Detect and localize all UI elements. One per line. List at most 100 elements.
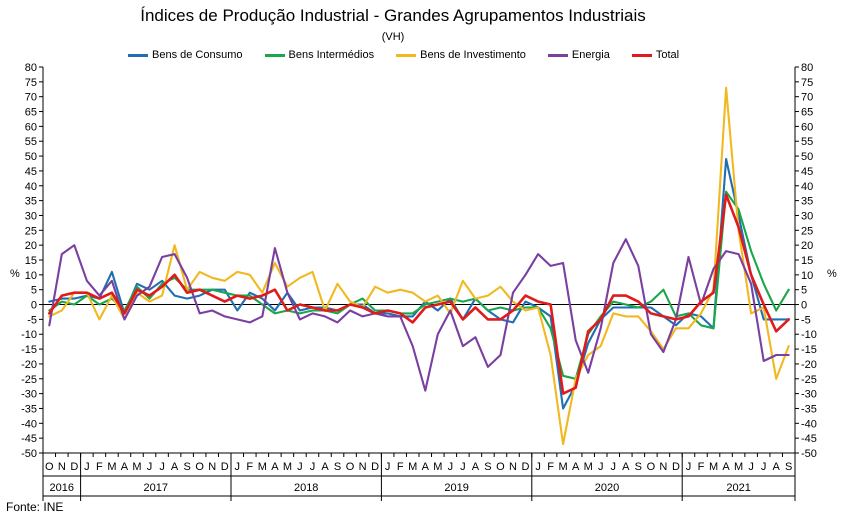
x-tick-label-month: J (147, 461, 153, 473)
x-tick-label-month: O (647, 461, 656, 473)
y-tick-label-left: -25 (21, 374, 37, 386)
y-tick-label-left: -35 (21, 403, 37, 415)
x-tick-label-month: A (321, 461, 329, 473)
legend-label-bens-de-investimento: Bens de Investimento (420, 49, 526, 61)
x-tick-label-month: J (460, 461, 466, 473)
x-tick-label-month: A (271, 461, 279, 473)
y-axis-unit-left: % (10, 268, 20, 280)
y-tick-label-right: 5 (801, 285, 807, 297)
series-line-total (47, 193, 791, 395)
legend-label-bens-intermedios: Bens Intermédios (288, 49, 375, 61)
x-tick-label-month: A (472, 461, 480, 473)
y-tick-label-right: 40 (801, 181, 813, 193)
y-tick-label-left: 30 (25, 210, 37, 222)
y-tick-label-right: -10 (801, 329, 817, 341)
x-tick-label-month: F (547, 461, 554, 473)
y-tick-label-left: -15 (21, 344, 37, 356)
y-tick-label-left: 55 (25, 136, 37, 148)
x-tick-label-month: D (522, 461, 530, 473)
x-tick-label-month: S (334, 461, 341, 473)
y-tick-label-right: 80 (801, 62, 813, 74)
y-tick-label-right: -20 (801, 359, 817, 371)
x-tick-label-month: A (773, 461, 781, 473)
y-tick-label-left: 0 (31, 300, 37, 312)
x-tick-label-month: D (221, 461, 229, 473)
x-tick-label-month: S (484, 461, 491, 473)
y-tick-label-right: 60 (801, 121, 813, 133)
x-tick-label-month: S (183, 461, 190, 473)
y-tick-label-right: 65 (801, 107, 813, 119)
y-tick-label-left: 10 (25, 270, 37, 282)
y-tick-label-left: -50 (21, 448, 37, 460)
y-tick-label-right: 35 (801, 196, 813, 208)
x-tick-label-month: J (84, 461, 90, 473)
y-tick-label-right: -15 (801, 344, 817, 356)
x-tick-label-month: N (58, 461, 66, 473)
x-tick-label-month: J (535, 461, 541, 473)
legend-label-energia: Energia (571, 49, 610, 61)
y-tick-label-left: 60 (25, 121, 37, 133)
y-tick-label-left: 40 (25, 181, 37, 193)
y-tick-label-left: 25 (25, 225, 37, 237)
x-tick-label-month: M (107, 461, 116, 473)
y-axis-unit-right: % (827, 268, 837, 280)
x-tick-label-month: J (761, 461, 767, 473)
legend-item-bens-intermedios: Bens Intermédios (264, 49, 375, 61)
x-tick-label-month: J (748, 461, 754, 473)
x-tick-label-month: D (70, 461, 78, 473)
y-tick-label-right: -40 (801, 418, 817, 430)
legend-swatch-bens-intermedios (264, 53, 285, 57)
x-tick-label-month: J (385, 461, 391, 473)
series-line-bens-de-investimento (48, 86, 790, 446)
y-tick-label-left: 20 (25, 240, 37, 252)
x-tick-label-year: 2021 (726, 482, 750, 494)
x-tick-label-month: J (297, 461, 303, 473)
x-tick-label-month: O (496, 461, 505, 473)
y-tick-label-right: -45 (801, 433, 817, 445)
x-tick-label-month: M (584, 461, 593, 473)
y-tick-label-right: -50 (801, 448, 817, 460)
x-tick-label-month: D (672, 461, 680, 473)
source-note: Fonte: INE (6, 500, 64, 514)
x-tick-label-month: A (722, 461, 730, 473)
x-tick-label-month: D (371, 461, 379, 473)
x-tick-label-month: J (235, 461, 241, 473)
x-tick-label-month: J (159, 461, 165, 473)
y-tick-label-left: 65 (25, 107, 37, 119)
y-tick-label-left: 15 (25, 255, 37, 267)
y-tick-label-left: 75 (25, 77, 37, 89)
y-tick-label-right: 20 (801, 240, 813, 252)
x-tick-label-month: S (635, 461, 642, 473)
x-tick-label-month: J (598, 461, 604, 473)
x-tick-label-month: M (433, 461, 442, 473)
x-tick-label-month: M (734, 461, 743, 473)
chart-title: Índices de Produção Industrial - Grandes… (140, 6, 646, 25)
legend-item-bens-de-investimento: Bens de Investimento (396, 49, 526, 61)
legend-swatch-total (631, 53, 652, 57)
y-tick-label-right: 15 (801, 255, 813, 267)
x-tick-label-month: O (195, 461, 204, 473)
y-tick-label-right: 75 (801, 77, 813, 89)
y-tick-label-left: -45 (21, 433, 37, 445)
x-tick-label-month: A (422, 461, 430, 473)
x-tick-label-year: 2018 (294, 482, 318, 494)
y-tick-label-right: 25 (801, 225, 813, 237)
y-tick-label-left: 80 (25, 62, 37, 74)
x-tick-label-month: M (559, 461, 568, 473)
x-tick-label-month: N (208, 461, 216, 473)
x-tick-label-month: J (310, 461, 316, 473)
x-tick-label-month: F (246, 461, 253, 473)
y-tick-label-left: 50 (25, 151, 37, 163)
legend: Bens de Consumo Bens Intermédios Bens de… (128, 49, 679, 61)
x-tick-label-month: A (572, 461, 580, 473)
x-tick-label-month: J (611, 461, 617, 473)
y-tick-label-left: -20 (21, 359, 37, 371)
chart-subtitle: (VH) (381, 31, 405, 43)
x-tick-label-month: J (448, 461, 454, 473)
legend-item-bens-de-consumo: Bens de Consumo (128, 49, 243, 61)
x-tick-label-year: 2020 (595, 482, 619, 494)
legend-label-total: Total (655, 49, 680, 61)
y-tick-label-right: 55 (801, 136, 813, 148)
y-tick-label-right: -35 (801, 403, 817, 415)
x-tick-label-year: 2016 (50, 482, 74, 494)
